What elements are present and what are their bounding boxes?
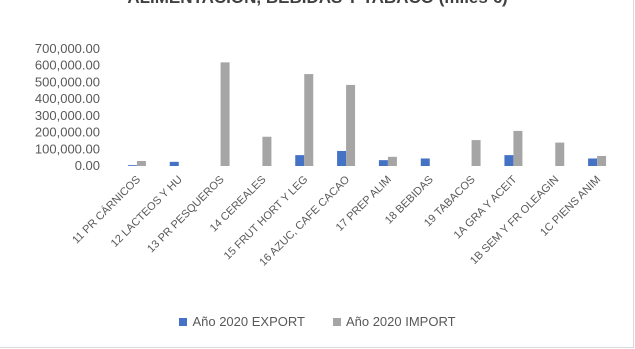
- x-tick-label: 11 PR CÁRNICOS: [70, 173, 143, 246]
- legend-item-import: Año 2020 IMPORT: [332, 314, 456, 329]
- chart-title: ALIMENTACIÓN, BEBIDAS Y TABACO (miles €): [0, 0, 635, 8]
- bar-export: [504, 155, 514, 166]
- bar-import: [220, 62, 230, 166]
- bar-export: [588, 158, 598, 166]
- bar-export: [337, 150, 347, 166]
- x-tick-label: 15 FRUT HORT Y LEG: [222, 174, 311, 263]
- bar-import: [555, 142, 565, 166]
- bars: [127, 62, 607, 166]
- legend-label-import: Año 2020 IMPORT: [345, 314, 456, 329]
- bar-import: [387, 156, 397, 166]
- bar-import: [262, 136, 272, 166]
- y-tick-label: 300,000.00: [35, 108, 100, 123]
- bar-export: [127, 165, 137, 166]
- legend-swatch-export: [179, 317, 188, 326]
- bar-import: [597, 155, 607, 166]
- x-tick-label: 13 PR PESQUEROS: [145, 174, 227, 256]
- bar-export: [420, 158, 430, 166]
- bar-export: [378, 160, 388, 166]
- legend-swatch-import: [332, 317, 341, 326]
- bar-import: [471, 140, 481, 166]
- y-tick-label: 0.00: [75, 158, 100, 173]
- bar-export: [295, 155, 305, 166]
- y-tick-label: 400,000.00: [35, 91, 100, 106]
- legend-item-export: Año 2020 EXPORT: [179, 314, 305, 329]
- bar-import: [304, 74, 314, 166]
- y-tick-label: 600,000.00: [35, 58, 100, 73]
- bar-export: [169, 161, 179, 166]
- legend-label-export: Año 2020 EXPORT: [192, 314, 305, 329]
- y-tick-label: 100,000.00: [35, 141, 100, 156]
- x-tick-label: 12 LACTEOS Y HU: [109, 174, 185, 250]
- y-tick-label: 200,000.00: [35, 125, 100, 140]
- bar-import: [136, 160, 146, 166]
- y-tick-label: 700,000.00: [35, 41, 100, 56]
- bar-import: [346, 84, 356, 166]
- bar-import: [513, 130, 523, 166]
- legend: Año 2020 EXPORT Año 2020 IMPORT: [0, 314, 635, 329]
- y-tick-label: 500,000.00: [35, 74, 100, 89]
